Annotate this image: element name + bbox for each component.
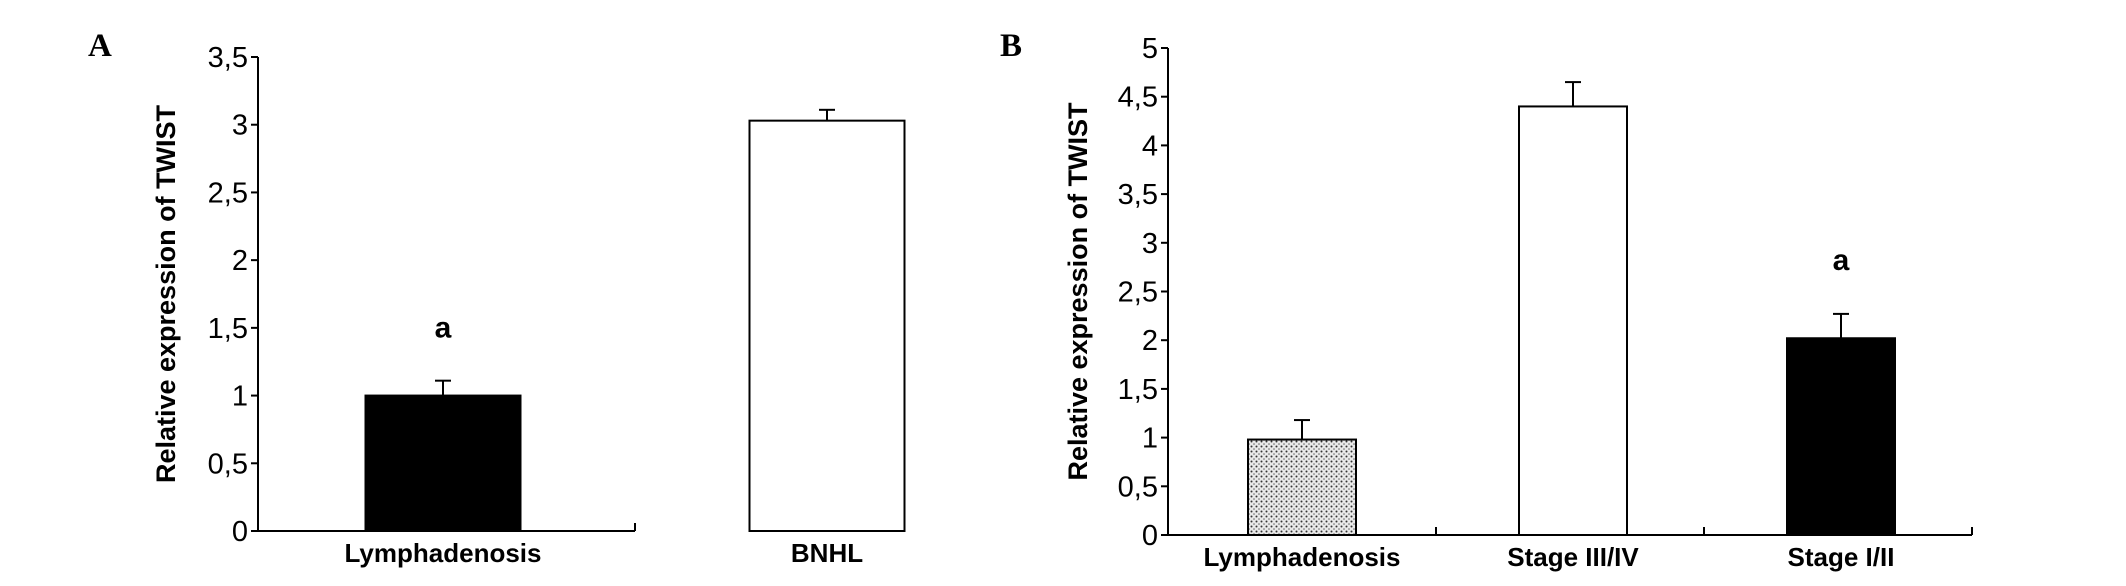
panel-a: A 0 0,5 1 1,5 2 2,5 3 3,5 Relative expression of … [88,28,906,568]
y-tick-label: 0,5 [208,448,248,480]
y-tick-label: 1,5 [1118,374,1158,406]
y-tick-label: 1 [232,381,248,413]
y-tick-label: 3,5 [1118,179,1158,211]
y-tick-label: 1 [1142,423,1158,455]
y-tick-label: 0 [1142,520,1158,552]
y-tick-label: 0,5 [1118,471,1158,503]
x-tick-label: BNHL [791,538,863,568]
bar-lymphadenosis [364,394,522,533]
y-tick-label: 4 [1142,130,1158,162]
panel-letter: A [88,28,112,64]
y-axis-label: Relative expression of TWIST [151,104,181,483]
significance-label: a [1833,244,1850,277]
y-tick-label: 2,5 [1118,277,1158,309]
bar-stage-iii-iv [1518,105,1628,536]
x-tick-label: Stage III/IV [1507,542,1639,572]
panel-b: B 0 0,5 1 1,5 2 2,5 3 3,5 4 4,5 5 Relative expressio… [1000,28,1973,572]
y-tick-label: 3 [232,110,248,142]
y-tick-label: 2 [1142,325,1158,357]
y-tick-label: 0 [232,516,248,548]
x-tick-label: Stage I/II [1788,542,1895,572]
significance-label: a [435,312,452,345]
y-tick-label: 2,5 [208,177,248,209]
x-tick-label: Lymphadenosis [345,538,542,568]
panel-letter: B [1000,28,1022,64]
y-tick-label: 3,5 [208,42,248,74]
bar-bnhl [748,119,906,532]
y-tick-label: 1,5 [208,313,248,345]
bar-stage-i-ii [1786,337,1896,537]
y-tick-label: 2 [232,245,248,277]
y-tick-label: 5 [1142,33,1158,65]
bar-lymphadenosis [1247,438,1357,537]
x-tick-label: Lymphadenosis [1204,542,1401,572]
y-tick-label: 3 [1142,228,1158,260]
y-axis-label: Relative expression of TWIST [1063,102,1093,481]
y-tick-label: 4,5 [1118,82,1158,114]
